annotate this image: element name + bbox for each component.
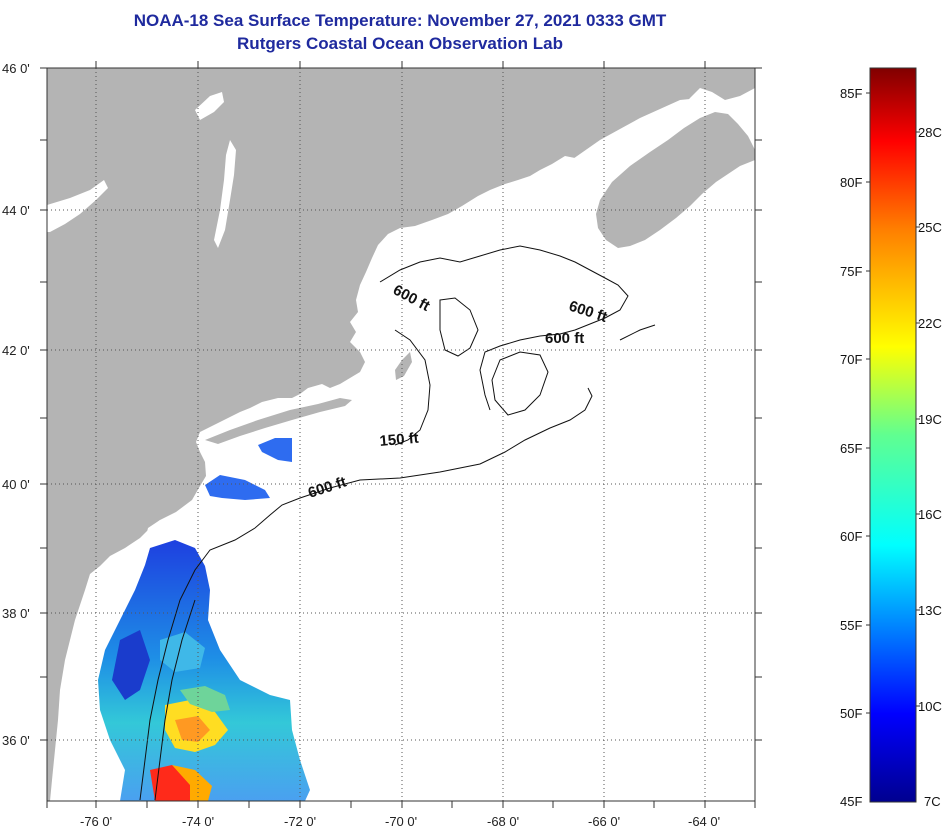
chesapeake-bay <box>85 556 125 668</box>
colorbar-label-55f: 55F <box>840 618 862 633</box>
sst-swath <box>98 438 310 801</box>
map-title: NOAA-18 Sea Surface Temperature: Novembe… <box>133 11 667 30</box>
land-long-island <box>205 398 352 444</box>
colorbar-label-13c: 13C <box>918 603 942 618</box>
lat-label-38: 38 0' <box>2 606 30 621</box>
colorbar-label-25c: 25C <box>918 220 942 235</box>
bathymetry-contours <box>139 245 656 801</box>
bay-of-fundy <box>560 98 700 176</box>
land-cape-cod <box>395 352 412 380</box>
contour-label-600ft-georges: 600 ft <box>545 330 584 347</box>
lon-label-70: -70 0' <box>385 814 417 829</box>
contour-label-150ft: 150 ft <box>379 430 420 450</box>
lat-label-46: 46 0' <box>2 61 30 76</box>
delaware-bay <box>144 520 168 556</box>
colorbar-label-16c: 16C <box>918 507 942 522</box>
lake-champlain <box>214 140 236 248</box>
lake-small-1 <box>195 92 224 120</box>
colorbar-label-70f: 70F <box>840 352 862 367</box>
colorbar-label-75f: 75F <box>840 264 862 279</box>
land-mainland <box>47 68 755 801</box>
colorbar-label-7c: 7C <box>924 794 941 809</box>
colorbar-label-19c: 19C <box>918 412 942 427</box>
temperature-colorbar <box>869 67 917 803</box>
colorbar-label-22c: 22C <box>918 316 942 331</box>
lon-label-72: -72 0' <box>284 814 316 829</box>
lon-label-74: -74 0' <box>182 814 214 829</box>
colorbar-label-65f: 65F <box>840 441 862 456</box>
colorbar-label-10c: 10C <box>918 699 942 714</box>
colorbar-label-28c: 28C <box>918 125 942 140</box>
colorbar-label-45f: 45F <box>840 794 862 809</box>
colorbar-label-50f: 50F <box>840 706 862 721</box>
lat-label-42: 42 0' <box>2 343 30 358</box>
lat-label-36: 36 0' <box>2 733 30 748</box>
lon-label-64: -64 0' <box>688 814 720 829</box>
colorbar-label-80f: 80F <box>840 175 862 190</box>
lat-label-40: 40 0' <box>2 477 30 492</box>
colorbar-ticks <box>866 92 920 714</box>
axis-ticks <box>40 61 762 808</box>
colorbar-label-85f: 85F <box>840 86 862 101</box>
land-nova-scotia <box>596 112 755 248</box>
lon-label-66: -66 0' <box>588 814 620 829</box>
map-frame <box>46 67 756 802</box>
lake-ontario <box>47 180 108 232</box>
map-subtitle: Rutgers Coastal Ocean Observation Lab <box>237 34 563 53</box>
colorbar-label-60f: 60F <box>840 529 862 544</box>
lat-label-44: 44 0' <box>2 203 30 218</box>
lon-label-76: -76 0' <box>80 814 112 829</box>
lon-label-68: -68 0' <box>487 814 519 829</box>
